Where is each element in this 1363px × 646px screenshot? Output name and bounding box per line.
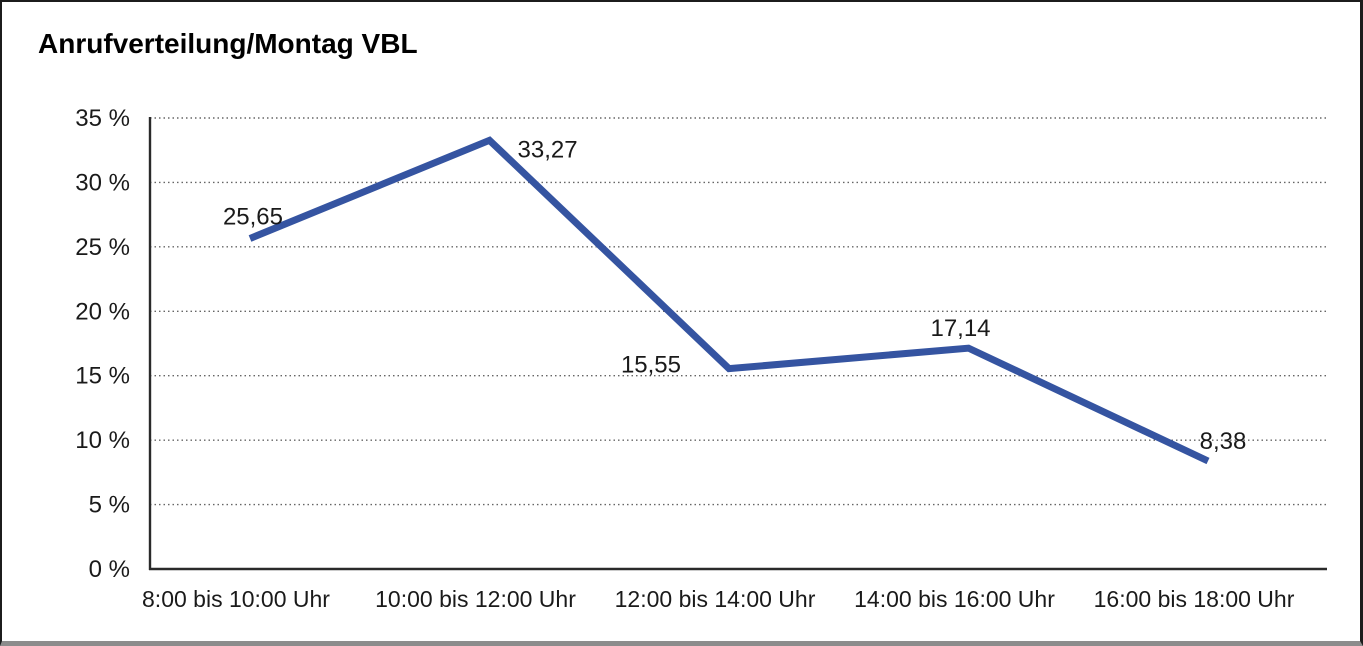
data-line bbox=[248, 136, 1210, 465]
x-category-label: 12:00 bis 14:00 Uhr bbox=[615, 586, 816, 612]
y-tick-label: 25 % bbox=[75, 234, 130, 261]
y-tick-label: 20 % bbox=[75, 298, 130, 325]
x-category-label: 8:00 bis 10:00 Uhr bbox=[142, 586, 330, 612]
data-value-label: 25,65 bbox=[223, 203, 283, 230]
x-category-label: 16:00 bis 18:00 Uhr bbox=[1094, 586, 1295, 612]
x-category-label: 14:00 bis 16:00 Uhr bbox=[854, 586, 1055, 612]
data-value-label: 17,14 bbox=[930, 315, 990, 342]
chart-title: Anrufverteilung/Montag VBL bbox=[38, 28, 418, 59]
y-tick-label: 0 % bbox=[89, 556, 130, 583]
data-value-label: 33,27 bbox=[518, 136, 578, 163]
y-tick-label: 35 % bbox=[75, 105, 130, 132]
data-value-label: 15,55 bbox=[621, 352, 681, 379]
x-category-label: 10:00 bis 12:00 Uhr bbox=[375, 586, 576, 612]
data-value-label: 8,38 bbox=[1200, 428, 1247, 455]
y-tick-label: 15 % bbox=[75, 363, 130, 390]
y-tick-label: 5 % bbox=[89, 492, 130, 519]
y-tick-label: 30 % bbox=[75, 169, 130, 196]
y-tick-label: 10 % bbox=[75, 427, 130, 454]
